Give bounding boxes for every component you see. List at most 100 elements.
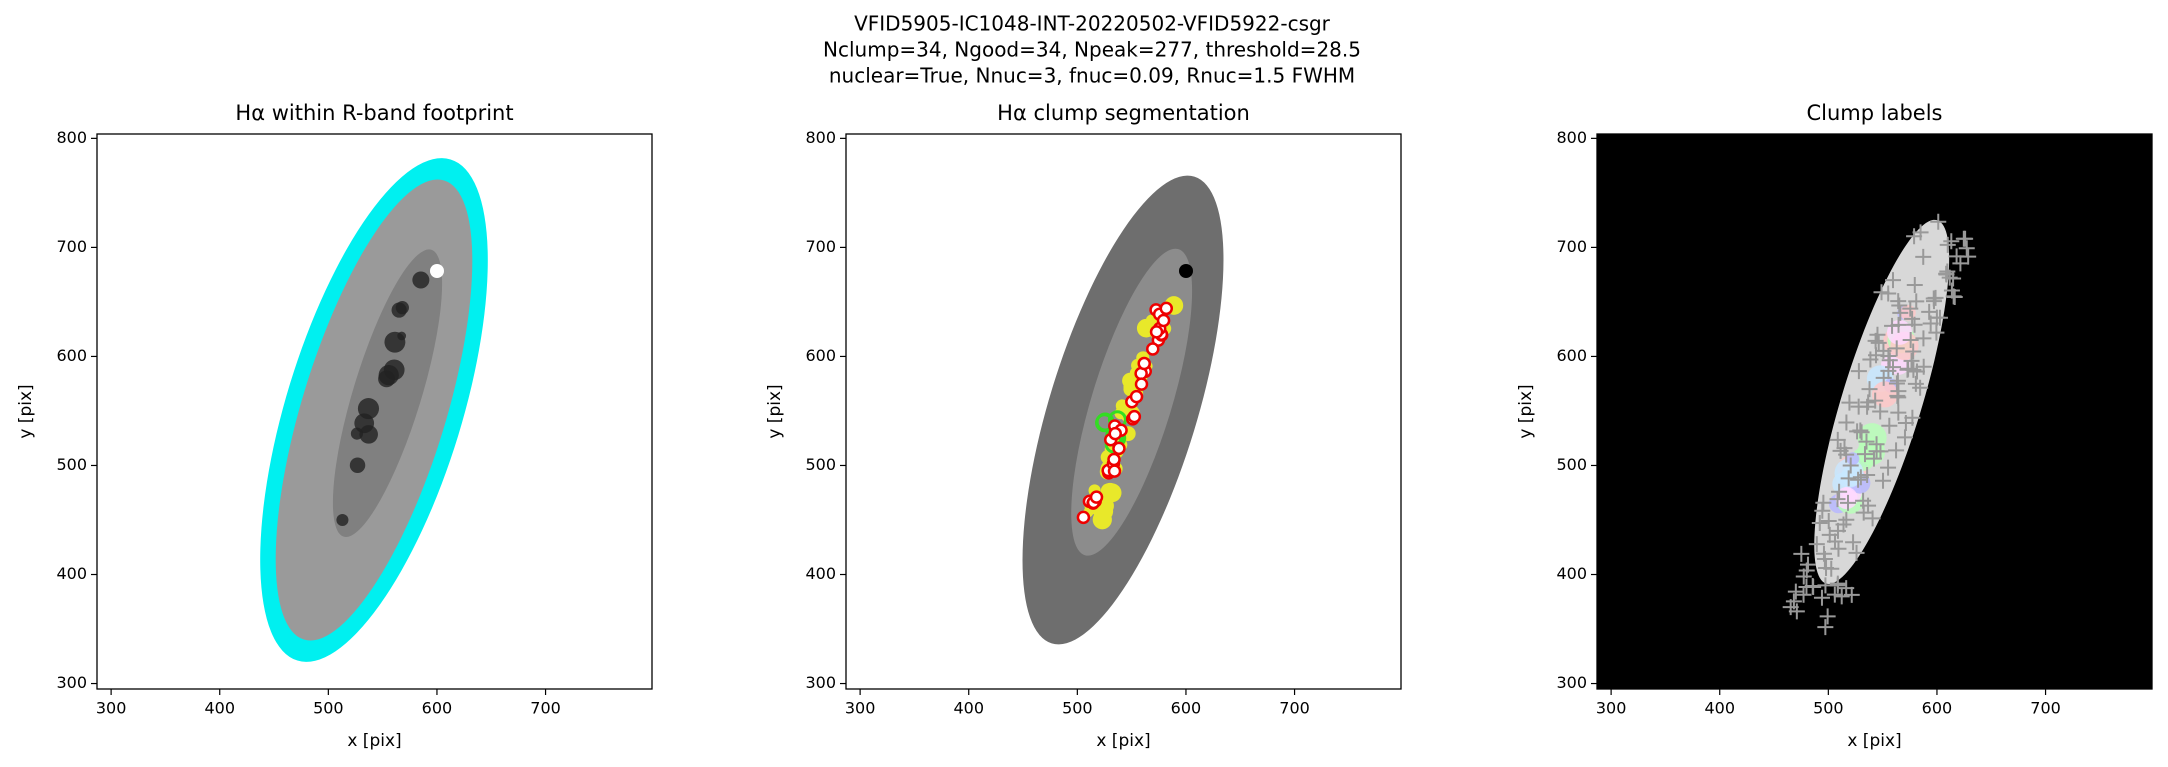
axes-frame bbox=[1596, 133, 2153, 690]
peak-marker bbox=[1922, 315, 1939, 332]
peak-marker bbox=[1892, 304, 1909, 321]
x-tick-label: 500 bbox=[313, 699, 344, 718]
clump-region bbox=[1101, 482, 1119, 500]
y-tick-label: 300 bbox=[1556, 673, 1587, 692]
peak-marker bbox=[1787, 583, 1804, 600]
x-tick-label: 600 bbox=[1171, 699, 1202, 718]
clump-peak bbox=[1127, 409, 1142, 424]
masked-star bbox=[1179, 264, 1193, 278]
peak-marker bbox=[1880, 362, 1897, 379]
peak-marker bbox=[1798, 579, 1815, 596]
x-tick-label: 400 bbox=[204, 699, 235, 718]
x-tick-label: 400 bbox=[953, 699, 984, 718]
peak-marker bbox=[1890, 404, 1907, 421]
peak-marker bbox=[1813, 589, 1830, 606]
peak-marker bbox=[1891, 297, 1908, 314]
image bbox=[1597, 134, 2152, 689]
peak-marker bbox=[1912, 379, 1929, 396]
peak-marker bbox=[1821, 526, 1838, 543]
clump-peak bbox=[1149, 325, 1164, 339]
clump-peak bbox=[1129, 389, 1144, 404]
y-tick-label: 300 bbox=[56, 673, 87, 692]
peak-marker bbox=[1875, 472, 1892, 489]
peak-marker bbox=[1815, 494, 1832, 511]
peak-marker bbox=[1820, 513, 1837, 530]
x-axis-label: x [pix] bbox=[1847, 731, 1901, 751]
peak-marker bbox=[1833, 588, 1850, 605]
clump-peak bbox=[1089, 490, 1104, 504]
clump-peak bbox=[1107, 452, 1121, 467]
dark-blob bbox=[336, 513, 349, 527]
peak-marker bbox=[1819, 608, 1836, 625]
y-tick-label: 600 bbox=[1556, 346, 1587, 365]
peak-marker bbox=[1888, 442, 1905, 459]
y-tick-label: 800 bbox=[1556, 128, 1587, 147]
x-tick-label: 300 bbox=[1596, 699, 1627, 718]
peak-marker bbox=[1865, 450, 1882, 467]
y-tick-label: 800 bbox=[56, 128, 87, 147]
x-tick-label: 700 bbox=[2030, 699, 2061, 718]
peak-marker bbox=[1814, 502, 1831, 519]
peak-marker bbox=[1880, 285, 1897, 302]
peak-marker bbox=[1860, 394, 1877, 411]
chart-title: Hα clump segmentation bbox=[997, 101, 1250, 125]
peak-marker bbox=[1867, 332, 1884, 349]
peak-marker bbox=[1890, 316, 1907, 333]
clump-peak bbox=[1134, 377, 1149, 391]
peak-marker bbox=[1793, 545, 1810, 562]
peak-marker bbox=[1930, 213, 1947, 230]
peak-marker bbox=[1838, 414, 1855, 431]
peak-marker bbox=[1855, 492, 1872, 509]
peak-marker bbox=[1864, 510, 1881, 527]
peak-marker bbox=[1868, 443, 1885, 460]
peak-marker bbox=[1838, 511, 1855, 528]
y-tick-label: 400 bbox=[805, 564, 836, 583]
peak-marker bbox=[1870, 334, 1887, 351]
peak-marker bbox=[1945, 288, 1962, 305]
peak-marker bbox=[1842, 457, 1859, 474]
dark-blob bbox=[378, 364, 399, 386]
y-tick-label: 600 bbox=[56, 346, 87, 365]
clump-label bbox=[1841, 465, 1863, 487]
y-tick-label: 700 bbox=[805, 237, 836, 256]
peak-marker bbox=[1850, 363, 1867, 380]
x-tick-label: 300 bbox=[845, 699, 876, 718]
peak-marker bbox=[1836, 440, 1853, 457]
dark-blob bbox=[350, 427, 364, 440]
image bbox=[97, 134, 652, 689]
peak-marker bbox=[1906, 316, 1923, 333]
peak-marker bbox=[1872, 403, 1889, 420]
peak-marker bbox=[1927, 289, 1944, 306]
peak-marker bbox=[1829, 575, 1846, 592]
peak-marker bbox=[1838, 446, 1855, 463]
peak-marker bbox=[1798, 562, 1815, 579]
x-tick-label: 600 bbox=[1922, 699, 1953, 718]
peak-marker bbox=[1862, 351, 1879, 368]
y-axis-label: y [pix] bbox=[16, 384, 36, 438]
peak-marker bbox=[1875, 342, 1892, 359]
y-tick-label: 500 bbox=[1556, 455, 1587, 474]
peak-marker bbox=[1831, 483, 1848, 500]
peak-marker bbox=[1788, 603, 1805, 620]
peak-marker bbox=[1885, 272, 1901, 289]
x-tick-label: 700 bbox=[530, 699, 561, 718]
chart-title: Clump labels bbox=[1807, 101, 1943, 125]
dark-blob bbox=[391, 302, 407, 318]
peak-marker bbox=[1889, 372, 1906, 389]
peak-marker bbox=[1852, 469, 1869, 486]
y-axis-label: y [pix] bbox=[1516, 384, 1536, 438]
clump-peak bbox=[1146, 342, 1160, 356]
axes-frame bbox=[845, 133, 1402, 690]
peak-marker bbox=[1829, 431, 1846, 448]
axes-frame bbox=[96, 133, 653, 690]
peak-marker bbox=[1938, 266, 1955, 283]
clump-peak bbox=[1076, 510, 1091, 525]
y-tick-label: 400 bbox=[56, 564, 87, 583]
clump-peak bbox=[1108, 426, 1122, 441]
peak-marker bbox=[1848, 544, 1865, 561]
x-tick-label: 600 bbox=[422, 699, 453, 718]
y-tick-label: 500 bbox=[56, 455, 87, 474]
peak-marker bbox=[1903, 352, 1920, 369]
clump-peak bbox=[1112, 441, 1126, 456]
